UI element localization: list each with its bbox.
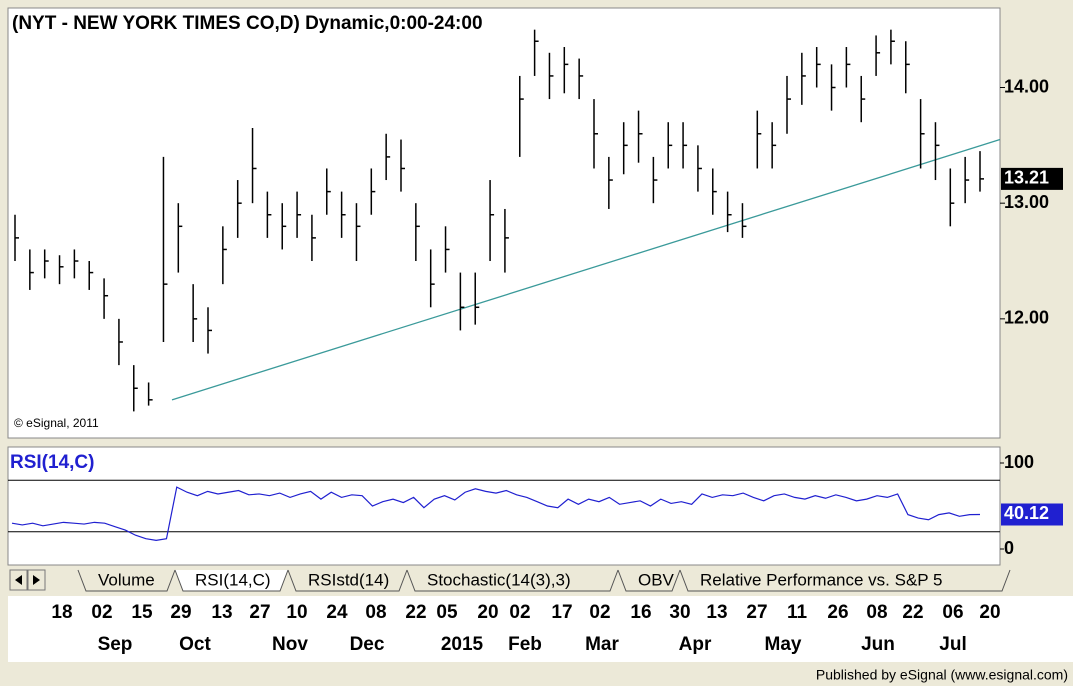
rsi-line <box>11 486 981 542</box>
arrow-right <box>33 575 40 585</box>
month-label: Oct <box>179 634 211 655</box>
day-label: 02 <box>509 602 530 623</box>
month-label: Jul <box>939 634 966 655</box>
rsi-panel <box>7 446 1001 566</box>
day-label: 13 <box>706 602 727 623</box>
day-label: 20 <box>477 602 498 623</box>
y-tick-label: 14.00 <box>1004 76 1049 96</box>
tab <box>77 569 176 592</box>
tab <box>174 569 289 592</box>
tab <box>406 569 619 592</box>
day-label: 22 <box>405 602 426 623</box>
rsi-last: 40.12 <box>1004 503 1049 523</box>
tab <box>617 569 681 592</box>
trendline <box>171 138 1001 401</box>
month-label: Jun <box>861 634 895 655</box>
day-label: 26 <box>827 602 848 623</box>
day-label: 17 <box>551 602 572 623</box>
day-label: 22 <box>902 602 923 623</box>
last-price: 13.21 <box>1004 168 1049 188</box>
tab-label[interactable]: Volume <box>98 570 155 589</box>
chart-title: (NYT - NEW YORK TIMES CO,D) Dynamic,0:00… <box>12 13 483 34</box>
tab <box>679 569 1011 592</box>
price-panel <box>7 7 1001 439</box>
month-label: Nov <box>272 634 308 655</box>
y-tick-label: 13.00 <box>1004 192 1049 212</box>
day-label: 27 <box>746 602 767 623</box>
month-label: Sep <box>98 634 133 655</box>
day-label: 02 <box>589 602 610 623</box>
arrow-left <box>15 575 22 585</box>
day-label: 27 <box>249 602 270 623</box>
rsi-tick-label: 100 <box>1004 452 1034 472</box>
day-label: 05 <box>436 602 458 623</box>
footer: Published by eSignal (www.esignal.com) <box>816 667 1068 683</box>
tab-label[interactable]: RSIstd(14) <box>308 570 389 589</box>
rsi-last-box <box>1001 503 1063 526</box>
tab-label[interactable]: RSI(14,C) <box>195 570 271 589</box>
month-label: Mar <box>585 634 619 655</box>
month-label: Feb <box>508 634 542 655</box>
day-label: 30 <box>669 602 690 623</box>
day-label: 10 <box>286 602 307 623</box>
tab-label[interactable]: Stochastic(14(3),3) <box>427 570 571 589</box>
day-label: 16 <box>630 602 651 623</box>
day-label: 15 <box>131 602 153 623</box>
month-label: Apr <box>679 634 712 655</box>
date-axis <box>8 596 1073 662</box>
day-label: 11 <box>787 602 808 623</box>
copyright: © eSignal, 2011 <box>14 416 99 430</box>
day-label: 13 <box>211 602 232 623</box>
rsi-label: RSI(14,C) <box>10 452 94 473</box>
month-label: May <box>765 634 802 655</box>
month-label: Dec <box>350 634 385 655</box>
month-label: 2015 <box>441 634 484 655</box>
day-label: 24 <box>326 602 348 623</box>
day-label: 20 <box>979 602 1000 623</box>
day-label: 18 <box>51 602 72 623</box>
tab <box>287 569 408 592</box>
tab-label[interactable]: Relative Performance vs. S&P 5 <box>700 570 943 589</box>
y-tick-label: 12.00 <box>1004 308 1049 328</box>
day-label: 06 <box>942 602 963 623</box>
last-price-box <box>1001 167 1063 190</box>
day-label: 08 <box>866 602 887 623</box>
day-label: 29 <box>170 602 191 623</box>
day-label: 02 <box>91 602 112 623</box>
day-label: 08 <box>365 602 386 623</box>
rsi-tick-label: 0 <box>1004 538 1014 558</box>
tab-label[interactable]: OBV <box>638 570 675 589</box>
